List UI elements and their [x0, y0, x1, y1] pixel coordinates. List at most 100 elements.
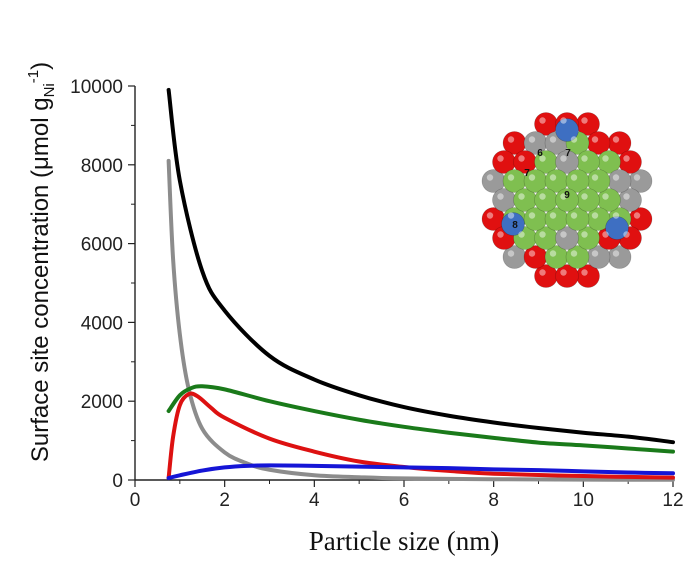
series-group	[166, 87, 675, 482]
cluster-atom-highlight	[528, 136, 536, 143]
atom-coordination-label: 8	[512, 220, 518, 231]
cluster-atom-highlight	[581, 193, 588, 200]
cluster-atom-highlight	[623, 231, 630, 238]
cluster-atom-highlight	[602, 231, 609, 238]
y-tick-label: 2000	[81, 392, 123, 413]
cluster-atom-highlight	[549, 136, 557, 143]
cluster-atom-highlight	[528, 212, 536, 219]
cluster-atom-highlight	[570, 250, 578, 257]
x-tick-label: 10	[573, 490, 594, 511]
cluster-atom	[555, 188, 579, 212]
cluster-atom-highlight	[549, 174, 557, 181]
x-tick-label: 4	[309, 490, 320, 511]
cluster-atom-highlight	[486, 174, 494, 181]
series-line-1	[166, 87, 675, 445]
atom-coordination-label: 7	[524, 168, 530, 179]
cluster-atom-highlight	[549, 250, 557, 257]
cluster-atom-highlight	[591, 250, 599, 257]
x-tick-label: 0	[130, 490, 141, 511]
series-line-2	[166, 158, 675, 482]
cluster-atom	[565, 169, 590, 193]
cluster-atom-highlight	[623, 193, 630, 200]
cluster-atom	[555, 264, 579, 288]
cluster-atom-highlight	[570, 212, 578, 219]
y-tick-label: 6000	[81, 235, 123, 256]
cluster-atom-highlight	[581, 231, 588, 238]
cluster-atom-highlight	[507, 174, 515, 181]
cluster-atom-highlight	[560, 117, 567, 124]
cluster-atom-highlight	[560, 155, 567, 162]
cluster-atom-highlight	[497, 193, 504, 200]
cluster-atom-highlight	[633, 174, 641, 181]
cluster-atom-highlight	[612, 212, 620, 219]
cluster-atom-highlight	[549, 212, 557, 219]
cluster-atom-highlight	[602, 193, 609, 200]
cluster-atom-highlight	[528, 250, 536, 257]
cluster-atom-highlight	[591, 136, 599, 143]
cluster-atom-highlight	[539, 117, 546, 124]
cluster-atom-highlight	[633, 212, 641, 219]
cluster-atom-highlight	[518, 193, 525, 200]
cluster-atom-highlight	[570, 136, 578, 143]
cluster-atom	[565, 207, 590, 231]
cluster-atom-blue	[501, 212, 525, 236]
cluster-atom-highlight	[591, 174, 599, 181]
y-tick-label: 8000	[81, 156, 123, 177]
cluster-atom-highlight	[497, 155, 504, 162]
cluster-atom-highlight	[623, 155, 630, 162]
cluster-atom-highlight	[560, 269, 567, 276]
cluster-atom-highlight	[612, 250, 620, 257]
cluster-atom-highlight	[570, 174, 578, 181]
atom-coordination-label: 6	[537, 148, 543, 159]
series-line-3	[166, 384, 675, 454]
cluster-atom-highlight	[507, 136, 515, 143]
x-tick-label: 8	[488, 490, 499, 511]
cluster-atom-highlight	[528, 174, 536, 181]
cluster-atom-blue	[555, 118, 579, 142]
x-axis-title: Particle size (nm)	[309, 526, 499, 556]
y-axis-title-main: Surface site concentration (μmol g	[27, 97, 54, 462]
cluster-atom-highlight	[497, 231, 504, 238]
cluster-atom-highlight	[591, 212, 599, 219]
cluster-atom-highlight	[539, 193, 546, 200]
y-tick-label: 10000	[70, 77, 123, 98]
cluster-atom-highlight	[539, 155, 546, 162]
cluster-atom	[555, 226, 579, 250]
cluster-atom	[534, 188, 558, 212]
tick-labels: 0 2 4 6 8 10 12 0 2000 4000 6000 8000 10000	[70, 77, 683, 511]
cluster-atom-highlight	[581, 155, 588, 162]
cluster-atom	[565, 245, 590, 269]
cluster-atom-highlight	[507, 250, 515, 257]
series-line-4	[166, 391, 675, 481]
x-tick-label: 6	[399, 490, 410, 511]
cluster-atom-highlight	[602, 155, 609, 162]
cluster-atom-highlight	[518, 231, 525, 238]
x-tick-label: 12	[662, 490, 683, 511]
atom-coordination-label: 7	[565, 148, 571, 159]
cluster-atom-highlight	[518, 155, 525, 162]
cluster-atom-highlight	[539, 269, 546, 276]
cluster-atom	[576, 188, 600, 212]
cluster-atom-highlight	[539, 231, 546, 238]
series-line-5	[166, 463, 675, 481]
y-tick-label: 4000	[81, 313, 123, 334]
cluster-atom-highlight	[581, 269, 588, 276]
y-axis-title-subscript: Ni	[41, 83, 58, 97]
cluster-atom-blue	[605, 216, 629, 240]
cluster-atom-highlight	[486, 212, 494, 219]
y-axis-title-close: )	[27, 62, 54, 70]
cluster-atom-highlight	[581, 117, 588, 124]
cluster-atom-highlight	[612, 174, 620, 181]
cluster-atom-highlight	[560, 193, 567, 200]
y-axis-title: Surface site concentration (μmol gNi-1)	[25, 62, 58, 462]
x-tick-label: 2	[219, 490, 230, 511]
y-tick-label: 0	[112, 471, 123, 492]
cluster-atom-highlight	[612, 136, 620, 143]
cluster-atom-highlight	[560, 231, 567, 238]
cluster-atom	[555, 150, 579, 174]
y-axis-title-superscript: -1	[25, 70, 42, 83]
atom-coordination-label: 9	[564, 190, 570, 201]
cluster-atom-highlight	[507, 212, 515, 219]
